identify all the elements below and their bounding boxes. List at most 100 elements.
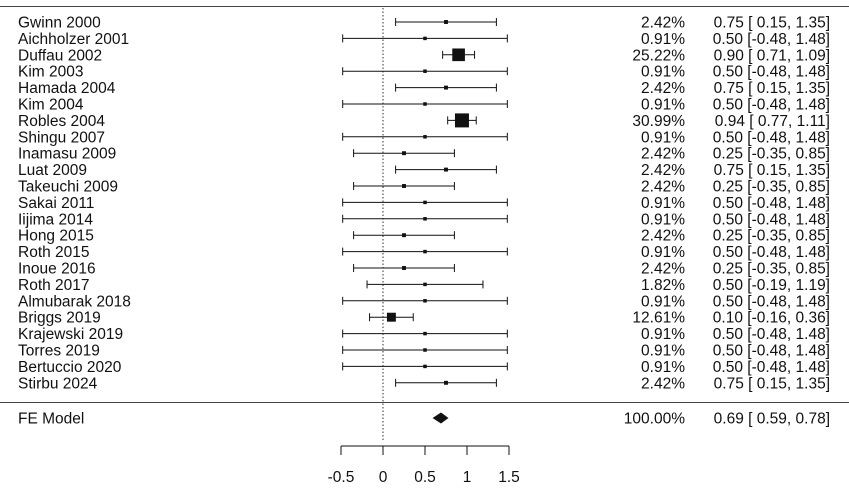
study-row: Duffau 2002 25.22% 0.90 [ 0.71, 1.09] xyxy=(18,47,830,64)
point-estimate xyxy=(423,135,427,139)
x-tick-label: 1 xyxy=(463,469,472,486)
study-weight: 0.91% xyxy=(641,64,685,81)
study-weight: 0.91% xyxy=(641,195,685,212)
point-estimate xyxy=(402,233,406,238)
study-row: Kim 2003 0.91% 0.50 [-0.48, 1.48] xyxy=(18,64,830,81)
study-label: Robles 2004 xyxy=(18,113,105,130)
x-tick-label: 0.5 xyxy=(414,469,436,486)
x-tick-label: 1.5 xyxy=(498,469,520,486)
point-estimate xyxy=(386,312,396,322)
summary-estimate-ci: 0.69 [ 0.59, 0.78] xyxy=(714,411,830,428)
point-estimate xyxy=(423,282,427,287)
study-row: Aichholzer 2001 0.91% 0.50 [-0.48, 1.48] xyxy=(18,31,830,48)
study-row: Kim 2004 0.91% 0.50 [-0.48, 1.48] xyxy=(18,97,830,114)
study-weight: 0.91% xyxy=(641,97,685,114)
study-weight: 2.42% xyxy=(641,146,685,163)
study-estimate-ci: 0.25 [-0.35, 0.85] xyxy=(713,261,830,278)
study-label: Briggs 2019 xyxy=(18,310,101,327)
study-row: Sakai 2011 0.91% 0.50 [-0.48, 1.48] xyxy=(18,195,830,212)
point-estimate xyxy=(423,249,427,254)
point-estimate xyxy=(423,217,427,221)
study-row: Shingu 2007 0.91% 0.50 [-0.48, 1.48] xyxy=(18,129,830,146)
point-estimate xyxy=(444,20,448,24)
point-estimate xyxy=(444,85,448,90)
study-estimate-ci: 0.75 [ 0.15, 1.35] xyxy=(714,375,830,392)
point-estimate xyxy=(423,69,427,73)
study-estimate-ci: 0.50 [-0.48, 1.48] xyxy=(713,359,830,376)
study-estimate-ci: 0.50 [-0.48, 1.48] xyxy=(713,64,830,81)
study-weight: 1.82% xyxy=(641,277,685,294)
study-label: Kim 2004 xyxy=(18,97,84,114)
study-weight: 0.91% xyxy=(641,31,685,48)
study-row: Hamada 2004 2.42% 0.75 [ 0.15, 1.35] xyxy=(18,80,830,97)
study-estimate-ci: 0.50 [-0.19, 1.19] xyxy=(713,277,830,294)
study-row: Roth 2017 1.82% 0.50 [-0.19, 1.19] xyxy=(18,277,830,294)
study-estimate-ci: 0.10 [-0.16, 0.36] xyxy=(713,310,830,327)
x-tick-label: -0.5 xyxy=(328,469,355,486)
study-weight: 2.42% xyxy=(641,80,685,97)
study-weight: 0.91% xyxy=(641,343,685,360)
point-estimate xyxy=(402,266,406,270)
study-weight: 2.42% xyxy=(641,179,685,196)
study-weight: 2.42% xyxy=(641,228,685,245)
study-weight: 0.91% xyxy=(641,293,685,310)
study-label: Shingu 2007 xyxy=(18,129,105,146)
study-weight: 0.91% xyxy=(641,326,685,343)
study-estimate-ci: 0.50 [-0.48, 1.48] xyxy=(713,31,830,48)
study-estimate-ci: 0.75 [ 0.15, 1.35] xyxy=(714,162,830,179)
study-label: Krajewski 2019 xyxy=(18,326,123,343)
study-estimate-ci: 0.50 [-0.48, 1.48] xyxy=(713,195,830,212)
study-row: Bertuccio 2020 0.91% 0.50 [-0.48, 1.48] xyxy=(18,359,830,376)
study-label: Inoue 2016 xyxy=(18,261,96,278)
point-estimate xyxy=(402,184,406,188)
point-estimate xyxy=(444,380,448,385)
study-label: Gwinn 2000 xyxy=(18,15,101,32)
study-weight: 12.61% xyxy=(632,310,685,327)
point-estimate xyxy=(452,48,465,62)
summary-label: FE Model xyxy=(18,411,84,428)
study-label: Takeuchi 2009 xyxy=(18,179,118,196)
study-weight: 0.91% xyxy=(641,359,685,376)
study-weight: 2.42% xyxy=(641,261,685,278)
point-estimate xyxy=(423,299,427,303)
study-estimate-ci: 0.50 [-0.48, 1.48] xyxy=(713,326,830,343)
study-row: Luat 2009 2.42% 0.75 [ 0.15, 1.35] xyxy=(18,162,830,179)
study-estimate-ci: 0.50 [-0.48, 1.48] xyxy=(713,244,830,261)
study-label: Bertuccio 2020 xyxy=(18,359,122,376)
study-weight: 2.42% xyxy=(641,375,685,392)
study-label: Almubarak 2018 xyxy=(18,293,131,310)
study-estimate-ci: 0.94 [ 0.77, 1.11] xyxy=(715,113,830,130)
point-estimate xyxy=(423,348,427,352)
study-row: Roth 2015 0.91% 0.50 [-0.48, 1.48] xyxy=(18,244,830,261)
study-estimate-ci: 0.50 [-0.48, 1.48] xyxy=(713,211,830,228)
study-weight: 0.91% xyxy=(641,129,685,146)
study-estimate-ci: 0.50 [-0.48, 1.48] xyxy=(713,343,830,360)
study-label: Aichholzer 2001 xyxy=(18,31,129,48)
study-estimate-ci: 0.25 [-0.35, 0.85] xyxy=(713,179,830,196)
study-estimate-ci: 0.75 [ 0.15, 1.35] xyxy=(714,15,830,32)
study-row: Hong 2015 2.42% 0.25 [-0.35, 0.85] xyxy=(18,228,830,245)
study-label: Luat 2009 xyxy=(18,162,87,179)
summary-weight: 100.00% xyxy=(624,411,685,428)
study-row: Iijima 2014 0.91% 0.50 [-0.48, 1.48] xyxy=(18,211,830,228)
study-label: Hong 2015 xyxy=(18,228,94,245)
study-row: Inamasu 2009 2.42% 0.25 [-0.35, 0.85] xyxy=(18,146,830,163)
study-row: Stirbu 2024 2.42% 0.75 [ 0.15, 1.35] xyxy=(18,375,830,392)
study-label: Roth 2015 xyxy=(18,244,90,261)
point-estimate xyxy=(402,151,406,156)
point-estimate xyxy=(444,167,448,172)
x-tick-label: 0 xyxy=(379,469,388,486)
study-estimate-ci: 0.50 [-0.48, 1.48] xyxy=(713,97,830,114)
study-weight: 2.42% xyxy=(641,162,685,179)
study-label: Inamasu 2009 xyxy=(18,146,116,163)
study-row: Inoue 2016 2.42% 0.25 [-0.35, 0.85] xyxy=(18,261,830,278)
study-row: Robles 2004 30.99% 0.94 [ 0.77, 1.11] xyxy=(18,113,830,130)
study-estimate-ci: 0.50 [-0.48, 1.48] xyxy=(713,129,830,146)
study-label: Roth 2017 xyxy=(18,277,90,294)
study-row: Briggs 2019 12.61% 0.10 [-0.16, 0.36] xyxy=(18,310,830,327)
study-estimate-ci: 0.25 [-0.35, 0.85] xyxy=(713,228,830,245)
study-weight: 30.99% xyxy=(632,113,685,130)
study-estimate-ci: 0.25 [-0.35, 0.85] xyxy=(713,146,830,163)
study-estimate-ci: 0.50 [-0.48, 1.48] xyxy=(713,293,830,310)
